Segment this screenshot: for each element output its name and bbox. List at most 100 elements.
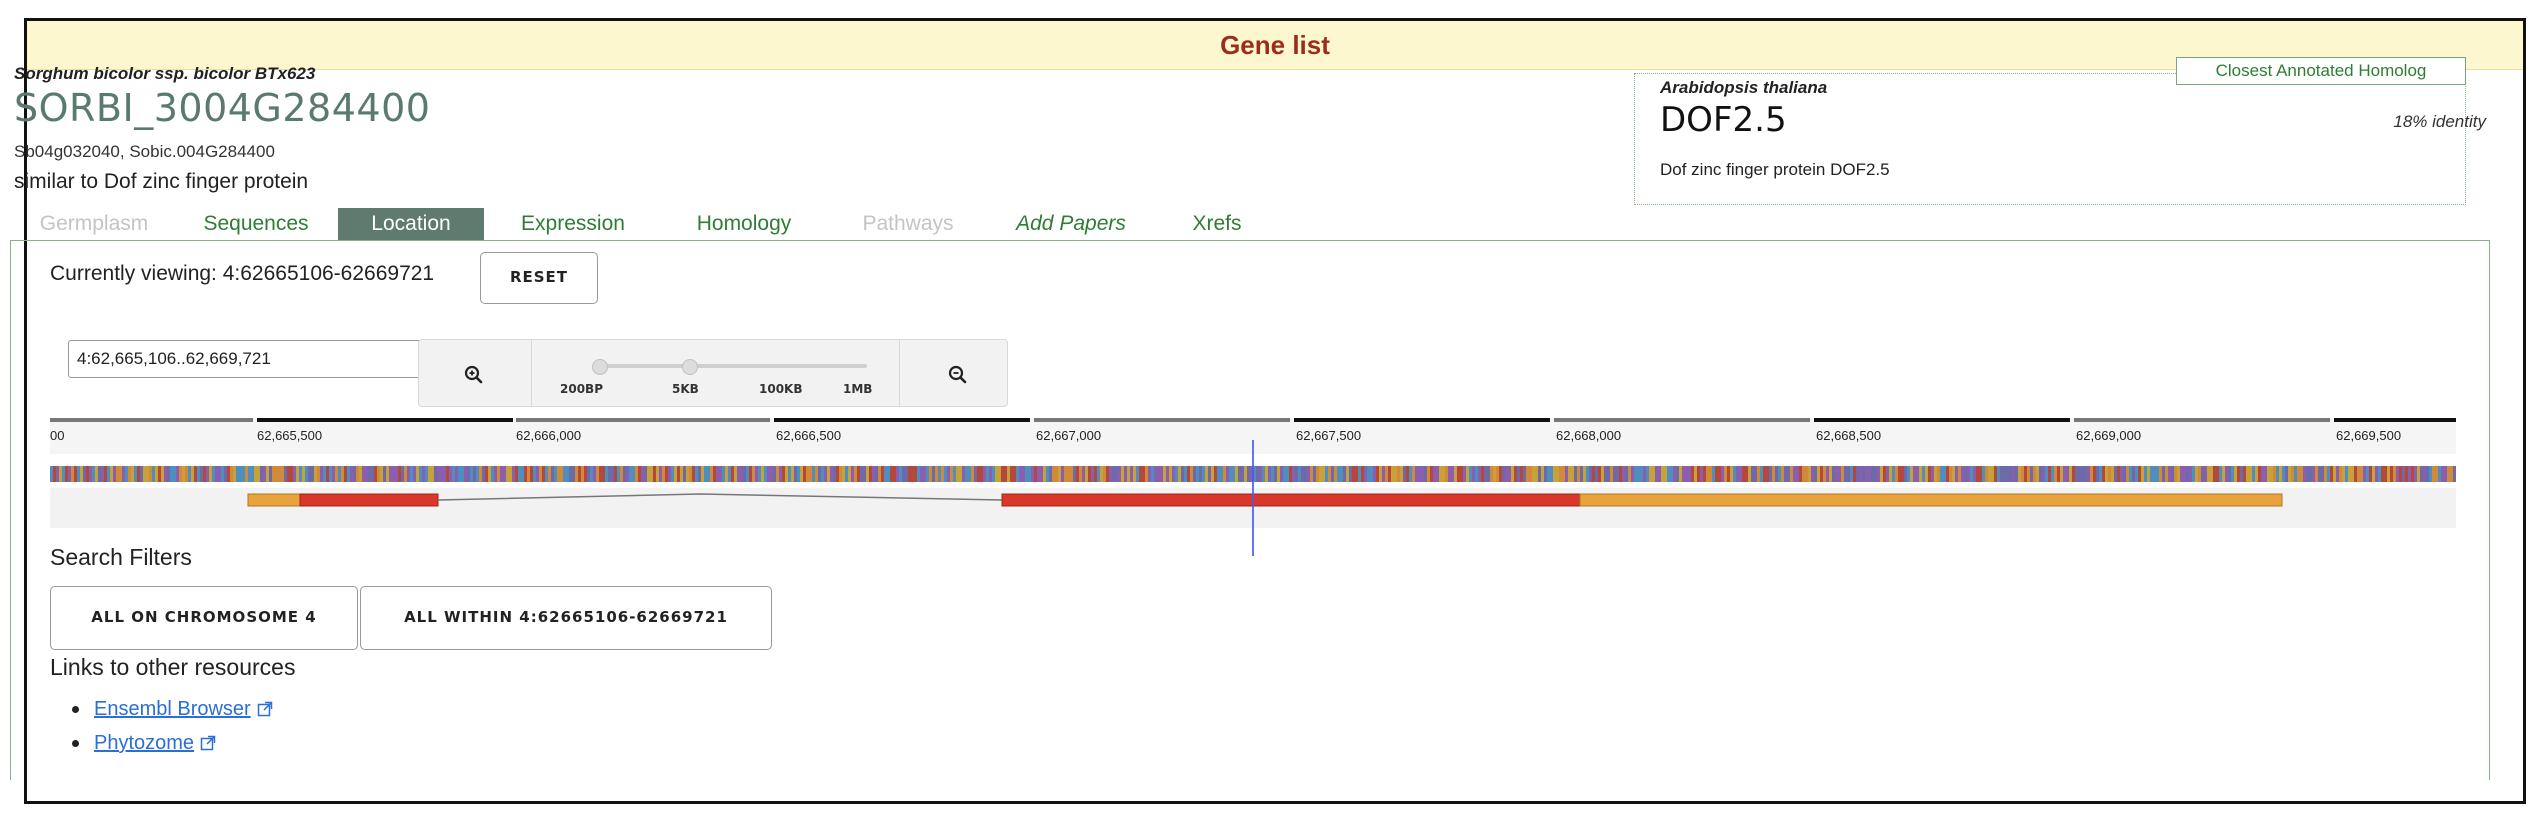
nucleotide-bar (1757, 466, 1760, 482)
phytozome-link[interactable]: Phytozome (94, 732, 195, 754)
nucleotide-bar (1373, 466, 1376, 482)
nucleotide-bar (824, 466, 827, 482)
tab-germplasm[interactable]: Germplasm (39, 212, 149, 235)
nucleotide-bar (614, 466, 617, 482)
nucleotide-bar (869, 466, 872, 482)
zoom-in-icon (464, 365, 483, 384)
nucleotide-bar (74, 466, 77, 482)
tab-homology[interactable]: Homology (696, 212, 792, 235)
all-on-chromosome-button[interactable]: ALL ON CHROMOSOME 4 (50, 586, 358, 650)
nucleotide-bar (815, 466, 818, 482)
ruler-segment (257, 418, 513, 422)
nucleotide-bar (476, 466, 479, 482)
nucleotide-bar (2117, 466, 2120, 482)
nucleotide-bar (83, 466, 86, 482)
sequence-track[interactable] (50, 466, 2456, 482)
reset-button[interactable]: RESET (480, 252, 598, 304)
nucleotide-bar (1304, 466, 1307, 482)
nucleotide-bar (944, 466, 947, 482)
cds-exon-2[interactable] (1001, 493, 1581, 507)
zoom-slider-handle[interactable] (682, 359, 698, 375)
tab-pathways[interactable]: Pathways (862, 212, 954, 235)
cds-exon-1[interactable] (299, 493, 439, 507)
nucleotide-bar (2000, 466, 2003, 482)
nucleotide-bar (446, 466, 449, 482)
nucleotide-bar (764, 466, 767, 482)
nucleotide-bar (1445, 466, 1448, 482)
zoom-slider-stop-200bp[interactable] (592, 359, 608, 375)
nucleotide-bar (1103, 466, 1106, 482)
nucleotide-bar (1739, 466, 1742, 482)
nucleotide-bar (2240, 466, 2243, 482)
nucleotide-bar (866, 466, 869, 482)
nucleotide-bar (1754, 466, 1757, 482)
nucleotide-bar (533, 466, 536, 482)
nucleotide-bar (836, 466, 839, 482)
nucleotide-bar (2003, 466, 2006, 482)
nucleotide-bar (407, 466, 410, 482)
tab-add-papers[interactable]: Add Papers (1016, 212, 1126, 235)
nucleotide-bar (2207, 466, 2210, 482)
nucleotide-bar (701, 466, 704, 482)
nucleotide-bar (1049, 466, 1052, 482)
utr-3-segment[interactable] (1579, 493, 2283, 507)
external-link-icon[interactable] (257, 701, 273, 717)
tab-sequences[interactable]: Sequences (203, 212, 309, 235)
nucleotide-bar (1085, 466, 1088, 482)
nucleotide-bar (590, 466, 593, 482)
nucleotide-bar (524, 466, 527, 482)
nucleotide-bar (2186, 466, 2189, 482)
homolog-description: Dof zinc finger protein DOF2.5 (1660, 160, 1890, 179)
nucleotide-bar (938, 466, 941, 482)
nucleotide-bar (2354, 466, 2357, 482)
page-header: Gene list (27, 21, 2523, 70)
nucleotide-bar (2405, 466, 2408, 482)
ensembl-browser-link[interactable]: Ensembl Browser (94, 698, 251, 720)
nucleotide-bar (2345, 466, 2348, 482)
nucleotide-bar (2201, 466, 2204, 482)
location-input[interactable] (68, 340, 444, 378)
nucleotide-bar (2336, 466, 2339, 482)
nucleotide-bar (353, 466, 356, 482)
nucleotide-bar (239, 466, 242, 482)
nucleotide-bar (56, 466, 59, 482)
utr-5-segment[interactable] (247, 493, 301, 507)
nucleotide-bar (662, 466, 665, 482)
zoom-slider-track[interactable] (597, 364, 867, 368)
nucleotide-bar (1679, 466, 1682, 482)
nucleotide-bar (1151, 466, 1154, 482)
zoom-in-button[interactable] (459, 360, 489, 390)
nucleotide-bar (656, 466, 659, 482)
nucleotide-bar (2237, 466, 2240, 482)
external-link-icon[interactable] (200, 735, 216, 751)
nucleotide-bar (1109, 466, 1112, 482)
nucleotide-bar (1682, 466, 1685, 482)
nucleotide-bar (731, 466, 734, 482)
nucleotide-bar (770, 466, 773, 482)
nucleotide-bar (167, 466, 170, 482)
tab-xrefs[interactable]: Xrefs (1192, 212, 1242, 235)
nucleotide-bar (1451, 466, 1454, 482)
nucleotide-bar (512, 466, 515, 482)
zoom-out-button[interactable] (943, 360, 973, 390)
nucleotide-bar (1292, 466, 1295, 482)
nucleotide-bar (1706, 466, 1709, 482)
nucleotide-bar (638, 466, 641, 482)
nucleotide-bar (1517, 466, 1520, 482)
nucleotide-bar (1262, 466, 1265, 482)
nucleotide-bar (821, 466, 824, 482)
nucleotide-bar (1550, 466, 1553, 482)
nucleotide-bar (1250, 466, 1253, 482)
nucleotide-bar (806, 466, 809, 482)
nucleotide-bar (758, 466, 761, 482)
nucleotide-bar (299, 466, 302, 482)
ruler-tick-label: 00 (50, 428, 65, 443)
nucleotide-bar (2369, 466, 2372, 482)
nucleotide-bar (797, 466, 800, 482)
nucleotide-bar (371, 466, 374, 482)
nucleotide-bar (1613, 466, 1616, 482)
all-within-region-button[interactable]: ALL WITHIN 4:62665106-62669721 (360, 586, 772, 650)
tab-expression[interactable]: Expression (521, 212, 625, 235)
nucleotide-bar (1190, 466, 1193, 482)
tab-location[interactable]: Location (338, 208, 484, 240)
